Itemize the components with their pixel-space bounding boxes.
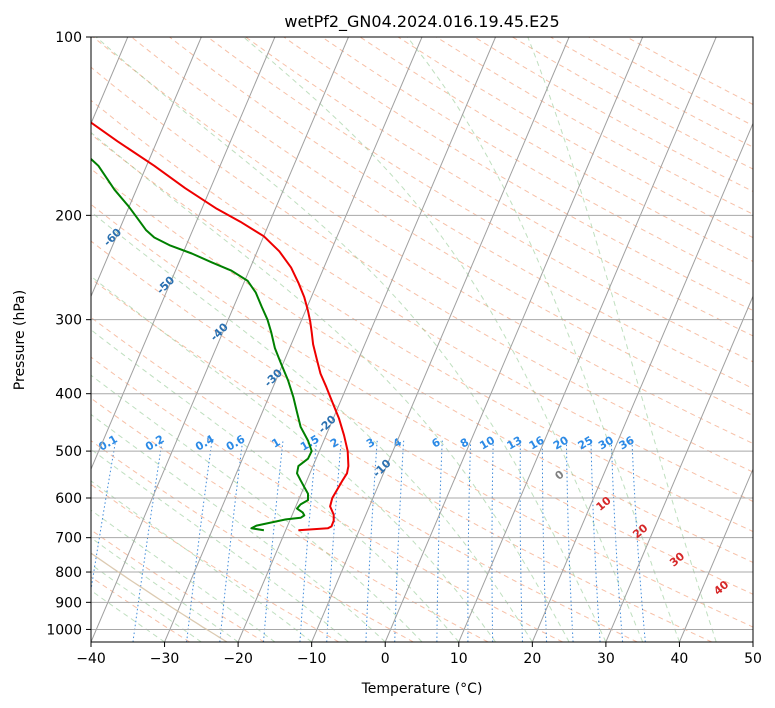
dry-adiabat [91,66,753,473]
moist-adiabat [91,480,313,642]
y-tick-label: 1000 [46,622,82,638]
y-tick-label: 600 [55,491,82,507]
y-tick-label: 700 [55,531,82,547]
isotherm-line [458,37,717,642]
moist-adiabat [91,537,239,642]
moist-adiabat [91,589,165,642]
mixing-ratio-line [467,440,472,642]
x-tick-label: 10 [450,651,468,667]
moist-adiabat [91,413,386,642]
moist-adiabat [406,37,680,642]
x-tick-label: −10 [297,651,327,667]
mixing-ratio-line [132,440,163,642]
mixing-ratio-line [91,440,117,593]
y-tick-label: 200 [55,208,82,224]
dry-adiabat [91,397,489,642]
y-tick-label: 400 [55,387,82,403]
y-tick-label: 500 [55,444,82,460]
dry-adiabat [207,37,753,363]
isotherm-label: -70 [48,177,71,200]
dry-adiabat [91,240,753,628]
moist-adiabat [95,37,607,642]
x-tick-label: −40 [76,651,106,667]
y-tick-label: 100 [55,30,82,46]
isotherm-line [91,37,349,642]
mixing-ratio-line [631,440,646,642]
isotherm-line [752,640,753,642]
y-tick-label: 800 [55,565,82,581]
isotherm-line [678,467,753,642]
moist-adiabat [91,329,460,642]
mixing-ratio-line [519,440,523,642]
moist-adiabat [91,131,570,642]
profile-series [91,121,350,532]
plot-area [91,37,753,642]
x-axis-label: Temperature (°C) [361,681,483,697]
y-tick-label: 300 [55,313,82,329]
temperature-line [91,121,350,532]
x-tick-label: 20 [523,651,541,667]
moist-adiabat [91,448,349,642]
dry-adiabat [283,37,753,312]
mixing-ratio-line [365,440,378,642]
x-tick-label: −20 [223,651,253,667]
mixing-ratio-line [491,440,494,642]
isotherm-line [384,37,644,642]
y-axis-label: Pressure (hPa) [12,290,28,390]
moist-adiabat [91,211,533,642]
mixing-ratio-line [263,440,284,642]
mixing-ratio-line [186,440,213,642]
dry-adiabat [131,37,753,417]
mixing-ratio-line [565,440,574,642]
chart-title: wetPf2_GN04.2024.016.19.45.E25 [284,12,559,32]
grid-lines [91,37,753,642]
isotherm-line [91,37,202,298]
dry-adiabat [91,356,563,642]
isotherm-line [311,37,570,642]
dry-adiabat [91,133,753,533]
y-axis-ticks: 100 200 300 400 500 600 700 800 900 1000 [46,30,91,638]
x-tick-label: 0 [381,651,390,667]
dewpoint-line [91,157,313,532]
mixing-ratio-line [219,440,244,642]
isotherm-line [531,122,753,642]
isotherm-line [237,37,497,642]
mixing-ratio-line [590,440,601,642]
isotherm-line [164,37,423,642]
moist-adiabat [91,563,202,642]
dry-adiabat [91,483,340,642]
mixing-ratio-line [610,440,624,642]
plot-background [91,37,753,642]
x-tick-label: 50 [744,651,762,667]
moist-adiabat [527,37,717,642]
dry-adiabat [91,203,753,595]
adiabat-lines [91,37,753,642]
x-tick-label: −30 [150,651,180,667]
moist-adiabat [243,37,644,642]
isotherm-line [605,295,753,642]
mixing-ratio-line [326,440,342,642]
x-tick-label: 40 [671,651,689,667]
x-tick-label: 30 [597,651,615,667]
mixing-ratio-line [436,440,443,642]
moist-adiabat [91,374,423,642]
isotherm-label: -80 [0,135,16,158]
mixing-ratio-line [541,440,548,642]
y-tick-label: 900 [55,595,82,611]
x-axis-ticks: −40 −30 −20 −10 0 10 20 30 40 50 [76,642,762,667]
plot-frame [90,36,754,643]
plot-border [90,36,754,643]
mixing-ratio-line [299,440,318,642]
dry-adiabat [91,168,753,563]
isotherm-line [91,37,276,471]
reference-adiabat [91,552,228,642]
